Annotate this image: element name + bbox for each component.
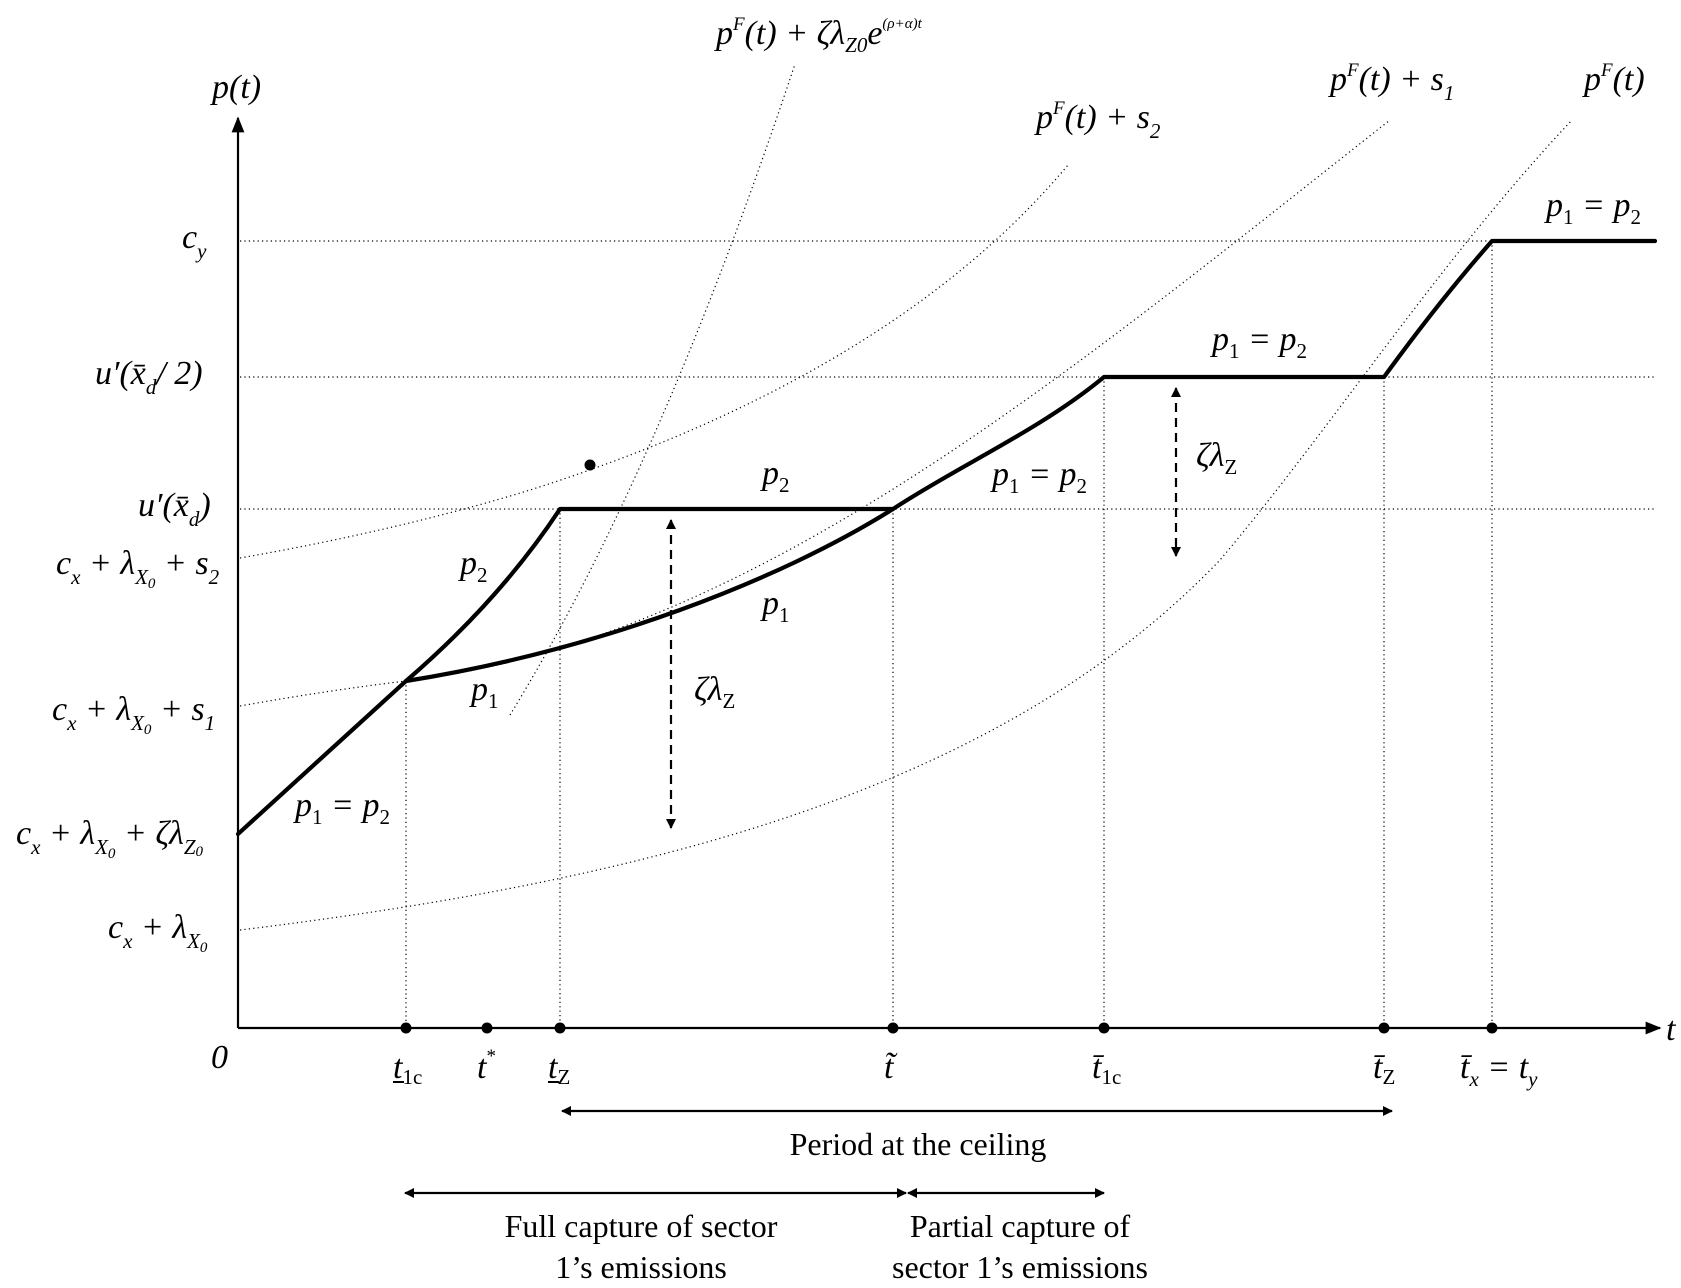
p1-price-path — [403, 238, 1658, 684]
tick-dot-t-star — [481, 1022, 493, 1034]
tick-dot-tx-bar — [1486, 1022, 1498, 1034]
y-axis-label: p(t) — [210, 69, 261, 106]
label-pF: pF(t) — [1582, 60, 1645, 98]
curve-pF-plus-s2 — [239, 164, 1069, 559]
curve-pF-plus-zeta-lambda — [509, 63, 796, 716]
tick-label-tZ-low: tZ — [548, 1049, 570, 1089]
y-label-u-full: u′(x̄d) — [138, 487, 211, 531]
tick-label-t1c-bar: t̄1c — [1092, 1049, 1121, 1089]
tick-dot-t1c-bar — [1098, 1022, 1110, 1034]
label-zeta-lambda-left: ζλZ — [694, 671, 735, 713]
intersection-dot — [584, 459, 596, 471]
label-pF-plus-s1: pF(t) + s1 — [1328, 60, 1454, 105]
label-p1-eq-p2-ceiling-right: p1 = p2 — [1544, 187, 1641, 229]
label-partial-capture-line1: Partial capture of — [910, 1208, 1131, 1244]
tick-dot-tZ-bar — [1378, 1022, 1390, 1034]
tick-dot-t1c-low — [400, 1022, 412, 1034]
label-p1-lower: p1 — [469, 671, 499, 713]
curve-pF — [239, 119, 1573, 931]
label-pF-plus-s2: pF(t) + s2 — [1034, 98, 1161, 143]
label-p2-rising: p2 — [458, 545, 488, 587]
label-partial-capture-line2: sector 1’s emissions — [892, 1249, 1148, 1285]
x-axis-label: t — [1666, 1011, 1677, 1048]
label-full-capture-line2: 1’s emissions — [555, 1249, 727, 1285]
tick-label-tZ-bar: t̄Z — [1373, 1049, 1395, 1089]
tick-dot-t-tilde — [887, 1022, 899, 1034]
label-p1-eq-p2-upper-flat: p1 = p2 — [1210, 321, 1307, 363]
y-label-zeta: cx + λX0 + ζλZ0 — [16, 815, 204, 862]
tick-label-t-tilde: t̃ — [884, 1049, 898, 1086]
curve-pF-plus-s1 — [239, 119, 1391, 707]
label-full-capture-line1: Full capture of sector — [505, 1208, 778, 1244]
y-label-f: cx + λX0 — [108, 909, 208, 956]
tick-label-tx-bar-eq-ty: t̄x = ty — [1460, 1049, 1538, 1091]
tick-label-t1c-low: t1c — [393, 1049, 422, 1089]
label-p1-middle: p1 — [760, 585, 790, 627]
origin-label: 0 — [211, 1039, 228, 1076]
tick-label-t-star: t* — [477, 1046, 496, 1086]
label-zeta-lambda-right: ζλZ — [1196, 437, 1237, 479]
y-label-cy: cy — [182, 219, 207, 263]
label-period-ceiling: Period at the ceiling — [790, 1126, 1047, 1162]
label-pF-plus-zeta-lambda: pF(t) + ζλZ0e(ρ+α)t — [714, 14, 923, 57]
y-label-s2: cx + λX0 + s2 — [56, 545, 220, 592]
label-p1-eq-p2-initial: p1 = p2 — [293, 787, 390, 829]
p2-price-path — [235, 506, 896, 837]
label-p1-eq-p2-rising: p1 = p2 — [990, 456, 1087, 498]
y-label-u-half: u′(x̄d/ 2) — [95, 355, 203, 399]
y-label-s1: cx + λX0 + s1 — [52, 691, 215, 738]
label-p2-flat: p2 — [760, 455, 790, 497]
tick-dot-tZ-low — [554, 1022, 566, 1034]
